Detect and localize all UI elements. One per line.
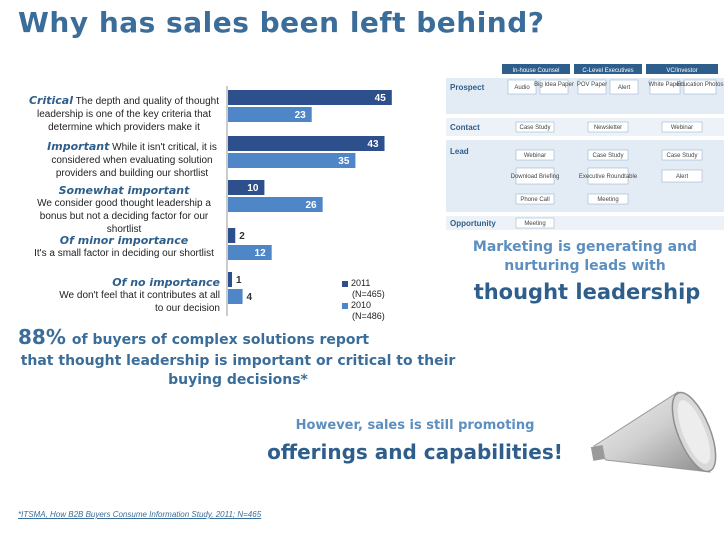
lead-funnel-diagram: In-house Counsel C-Level Executives VC/I… — [446, 62, 724, 232]
megaphone-icon — [590, 391, 717, 473]
category-heading: Of no importance — [112, 276, 220, 289]
bar-2010 — [228, 107, 312, 122]
bar-value-label: 35 — [338, 156, 350, 167]
source-footnote: *ITSMA, How B2B Buyers Consume Informati… — [18, 510, 262, 519]
svg-text:Executive Roundtable: Executive Roundtable — [579, 174, 638, 180]
legend-swatch-2011 — [342, 280, 348, 287]
bar-2011 — [228, 180, 265, 195]
svg-text:Meeting: Meeting — [597, 197, 618, 203]
svg-text:Meeting: Meeting — [524, 221, 545, 227]
category-text: While it isn't critical, it is considere… — [51, 142, 217, 179]
legend-swatch-2010 — [342, 302, 348, 309]
category-text: We consider good thought leadership a bo… — [37, 198, 211, 235]
bar-2011 — [228, 272, 232, 287]
bar-value-label: 23 — [295, 110, 307, 121]
bar-value-label: 45 — [375, 93, 387, 104]
chart-legend: 2011 (N=465) 2010 (N=486) — [342, 278, 385, 322]
bar-value-label: 1 — [236, 275, 242, 286]
category-label-critical: Critical The depth and quality of though… — [24, 94, 224, 134]
svg-text:Case Study: Case Study — [666, 153, 697, 159]
headline-stat: 88% of buyers of complex solutions report — [18, 325, 369, 349]
bar-value-label: 26 — [306, 200, 318, 211]
svg-text:White Paper: White Paper — [648, 82, 681, 88]
category-label-important: Important While it isn't critical, it is… — [40, 140, 224, 180]
diagram-column-header — [502, 64, 570, 74]
diagram-row-label: Lead — [450, 147, 469, 156]
svg-text:Case Study: Case Study — [519, 125, 550, 131]
svg-text:Alert: Alert — [676, 174, 689, 180]
category-label-minor: Of minor importance It's a small factor … — [24, 234, 224, 260]
diagram-cells: Audio Big Idea Paper POV Paper Alert Whi… — [507, 79, 724, 229]
bar-value-label: 12 — [255, 248, 267, 259]
headline-continuation: that thought leadership is important or … — [20, 353, 456, 388]
category-heading: Important — [47, 140, 110, 153]
bar-2011 — [228, 90, 392, 105]
category-label-none: Of no importance We don't feel that it c… — [50, 276, 220, 315]
thought-leadership-emphasis: thought leadership — [473, 280, 701, 304]
legend-item-2011: 2011 (N=465) — [342, 278, 385, 300]
category-text: We don't feel that it contributes at all… — [59, 290, 220, 314]
bar-2010 — [228, 289, 243, 304]
category-text: The depth and quality of thought leaders… — [37, 96, 220, 133]
diagram-column-header — [574, 64, 642, 74]
svg-text:Big Idea Paper: Big Idea Paper — [534, 82, 574, 88]
svg-text:Case Study: Case Study — [592, 153, 623, 159]
diagram-column-header — [646, 64, 718, 74]
sales-statement: However, sales is still promoting — [295, 418, 535, 433]
bar-2011 — [228, 136, 385, 151]
category-heading: Critical — [28, 94, 73, 107]
category-text: It's a small factor in deciding our shor… — [34, 248, 214, 259]
diagram-column-headers: In-house Counsel C-Level Executives VC/I… — [502, 64, 718, 74]
bar-value-label: 4 — [247, 292, 253, 303]
diagram-column-label: In-house Counsel — [512, 68, 559, 74]
category-label-somewhat: Somewhat important We consider good thou… — [24, 184, 224, 236]
svg-text:Newsletter: Newsletter — [594, 125, 622, 131]
svg-text:Alert: Alert — [618, 85, 631, 91]
svg-text:Download Briefing: Download Briefing — [511, 174, 560, 180]
svg-text:Audio: Audio — [514, 85, 530, 91]
svg-text:Phone Call: Phone Call — [520, 197, 549, 203]
legend-label: 2011 — [351, 278, 371, 288]
legend-label: 2010 — [351, 300, 372, 310]
svg-text:Webinar: Webinar — [524, 153, 546, 159]
marketing-statement: Marketing is generating and nurturing le… — [472, 239, 698, 274]
legend-item-2010: 2010 (N=486) — [342, 300, 385, 322]
page-title: Why has sales been left behind? — [18, 6, 545, 39]
diagram-column-label: VC/Investor — [666, 68, 697, 74]
category-heading: Somewhat important — [58, 184, 190, 197]
diagram-column-label: C-Level Executives — [582, 68, 633, 74]
bar-chart: 45 23 43 35 10 26 2 12 14 — [226, 86, 392, 316]
bar-2010 — [228, 153, 356, 168]
bar-2011 — [228, 228, 236, 243]
svg-text:Webinar: Webinar — [671, 125, 693, 131]
diagram-row-label: Contact — [450, 123, 480, 132]
svg-text:Education Photos: Education Photos — [676, 82, 723, 88]
diagram-row-label: Prospect — [450, 83, 485, 92]
headline-percent: 88% — [18, 325, 66, 349]
bar-2010 — [228, 245, 272, 260]
bar-value-label: 10 — [247, 183, 259, 194]
bar-value-label: 43 — [367, 139, 379, 150]
svg-text:POV Paper: POV Paper — [577, 82, 607, 88]
diagram-rows: Prospect Contact Lead Opportunity — [446, 78, 724, 230]
bar-value-label: 2 — [239, 231, 245, 242]
sales-emphasis: offerings and capabilities! — [267, 440, 563, 464]
bar-2010 — [228, 197, 323, 212]
diagram-row-label: Opportunity — [450, 219, 496, 228]
category-heading: Of minor importance — [59, 234, 189, 247]
headline-rest: of buyers of complex solutions report — [71, 332, 370, 348]
legend-sublabel: (N=486) — [352, 311, 385, 321]
legend-sublabel: (N=465) — [352, 289, 385, 299]
